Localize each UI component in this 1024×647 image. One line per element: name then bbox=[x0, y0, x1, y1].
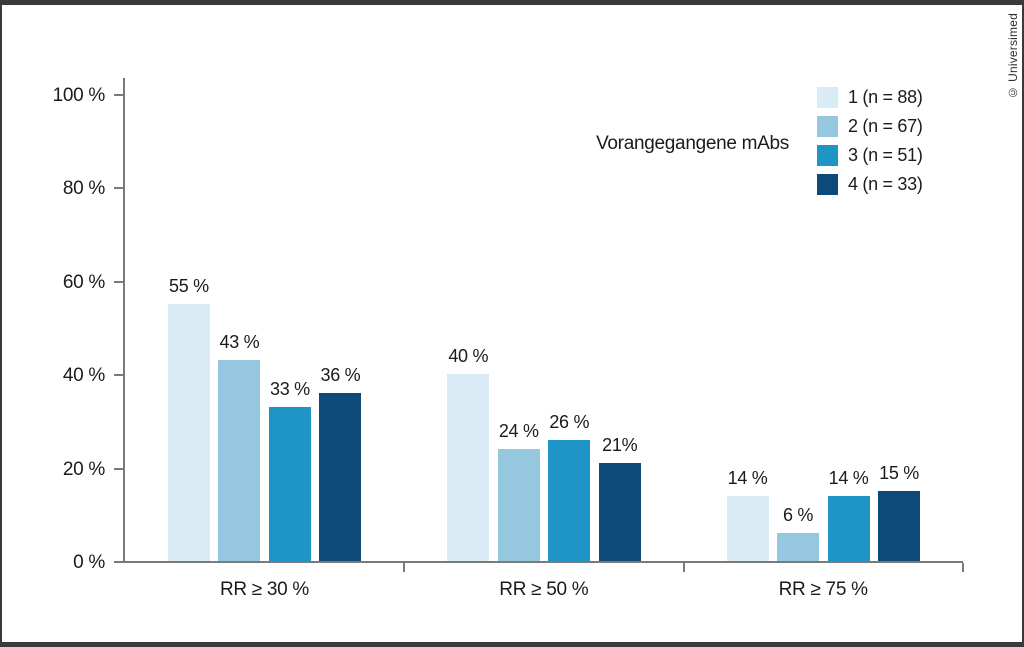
y-axis-tick-label: 40 % bbox=[62, 365, 105, 387]
bar-series-4 bbox=[598, 462, 641, 561]
bar-series-2 bbox=[777, 532, 820, 561]
bar-value-label: 15 % bbox=[879, 462, 919, 483]
legend-swatch-icon bbox=[817, 174, 838, 195]
bar-series-3 bbox=[268, 406, 311, 561]
legend-row: 1 (n = 88) bbox=[817, 87, 923, 108]
y-axis-tick-label: 100 % bbox=[52, 85, 106, 106]
bar-value-label: 26 % bbox=[549, 411, 590, 432]
bar-series-1 bbox=[167, 304, 210, 561]
bar-series-2 bbox=[497, 448, 540, 561]
y-axis-tick bbox=[114, 374, 123, 377]
bar-value-label: 40 % bbox=[448, 346, 489, 367]
y-axis-tick bbox=[114, 94, 123, 96]
bar-value-label: 21% bbox=[602, 434, 638, 455]
x-category-label: RR ≥ 75 % bbox=[778, 579, 868, 600]
bar-series-2 bbox=[218, 360, 261, 561]
x-axis-tick bbox=[682, 563, 685, 572]
legend-row: 3 (n = 51) bbox=[817, 145, 923, 166]
y-axis-tick-label: 60 % bbox=[62, 271, 105, 293]
y-axis-tick bbox=[114, 280, 123, 283]
legend-swatch-icon bbox=[817, 87, 838, 108]
legend-label: 1 (n = 88) bbox=[848, 87, 923, 107]
bar-value-label: 24 % bbox=[498, 420, 539, 441]
bar-series-3 bbox=[548, 439, 591, 561]
legend-swatch-icon bbox=[817, 116, 838, 137]
legend: 1 (n = 88) 2 (n = 67) 3 (n = 51) 4 (n = 33) bbox=[817, 87, 923, 203]
legend-swatch-icon bbox=[817, 145, 838, 166]
x-axis-tick bbox=[962, 563, 964, 572]
y-axis-line bbox=[123, 78, 125, 563]
bar-series-3 bbox=[827, 495, 870, 561]
bar-value-label: 36 % bbox=[320, 364, 361, 385]
bar-value-label: 43 % bbox=[219, 332, 260, 353]
y-axis-tick bbox=[114, 467, 123, 470]
y-axis-tick-label: 80 % bbox=[62, 178, 105, 200]
copyright-watermark: © Universimed bbox=[1006, 13, 1020, 100]
bar-value-label: 6 % bbox=[783, 504, 814, 525]
bar-series-4 bbox=[878, 490, 921, 561]
bar-value-label: 14 % bbox=[828, 467, 869, 488]
bar-value-label: 33 % bbox=[269, 378, 310, 399]
y-axis-tick-label: 0 % bbox=[73, 552, 105, 573]
legend-label: 4 (n = 33) bbox=[848, 174, 923, 194]
x-category-label: RR ≥ 30 % bbox=[219, 579, 310, 600]
x-category-label: RR ≥ 50 % bbox=[499, 579, 589, 600]
x-axis-line bbox=[123, 561, 963, 563]
legend-row: 2 (n = 67) bbox=[817, 116, 923, 137]
bar-series-4 bbox=[319, 392, 362, 561]
legend-label: 2 (n = 67) bbox=[848, 116, 923, 136]
y-axis-tick bbox=[114, 187, 123, 190]
legend-row: 4 (n = 33) bbox=[817, 174, 923, 195]
bar-value-label: 14 % bbox=[727, 467, 768, 488]
bar-series-1 bbox=[726, 495, 769, 561]
y-axis-tick bbox=[114, 561, 123, 563]
x-axis-tick bbox=[403, 563, 406, 572]
legend-title: Vorangegangene mAbs bbox=[596, 133, 789, 154]
legend-label: 3 (n = 51) bbox=[848, 145, 923, 165]
bar-value-label: 55 % bbox=[168, 276, 209, 297]
bar-series-1 bbox=[447, 374, 490, 561]
y-axis-tick-label: 20 % bbox=[62, 458, 105, 480]
